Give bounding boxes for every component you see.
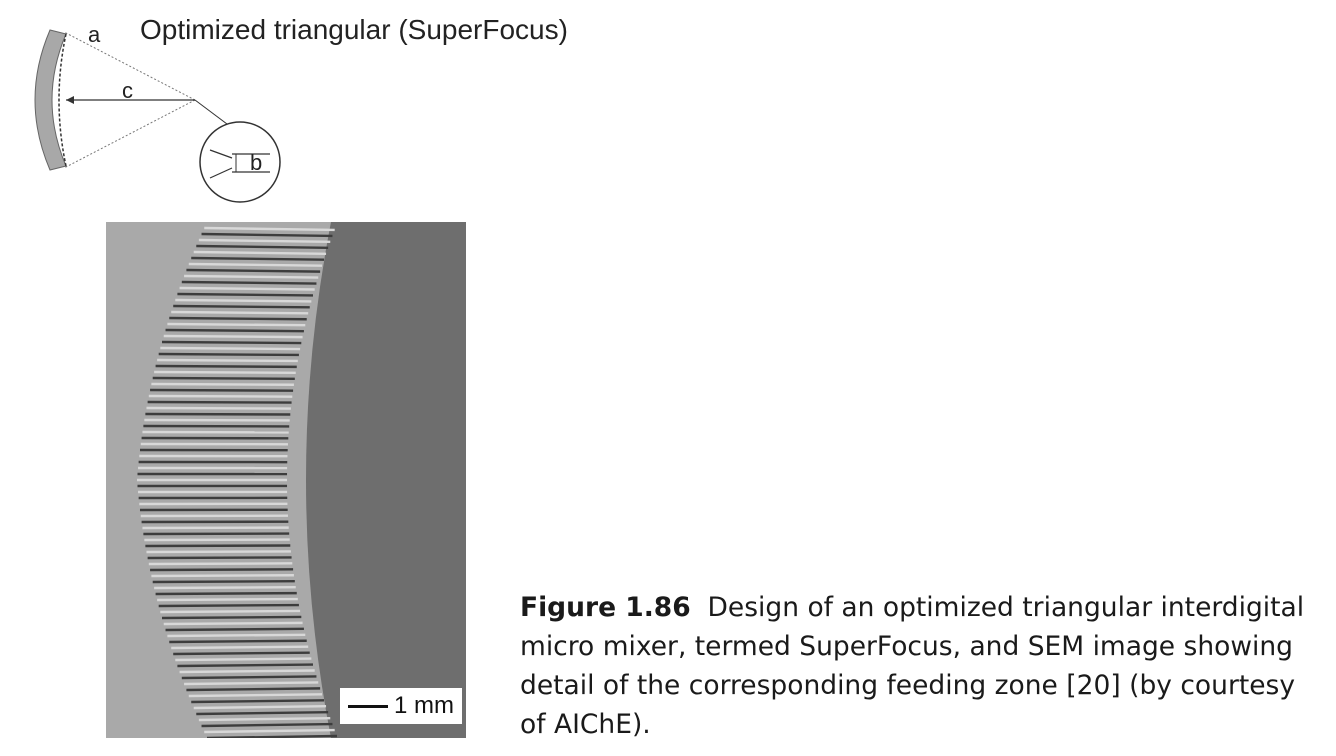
figure-label: Figure 1.86	[520, 592, 691, 623]
detail-line-1	[209, 149, 233, 159]
scale-bar: 1 mm	[340, 688, 462, 724]
fan-edge-top	[63, 31, 196, 101]
label-a: a	[88, 22, 101, 47]
caption-text: Design of an optimized triangular interd…	[520, 592, 1305, 740]
sem-image: 1 mm	[106, 222, 466, 740]
schematic-svg	[34, 29, 281, 203]
channel-band	[34, 29, 67, 171]
label-b: b	[250, 150, 263, 175]
label-c: c	[122, 78, 133, 103]
detail-line-2	[209, 167, 233, 179]
scale-bar-line	[348, 704, 388, 708]
schematic-diagram	[0, 0, 320, 210]
focus-arc	[58, 33, 67, 167]
c-arrowhead	[66, 96, 74, 104]
diagram-title: Optimized triangular (SuperFocus)	[140, 14, 568, 45]
fan-edge-bottom	[63, 99, 196, 169]
detail-circle	[199, 121, 281, 203]
scale-bar-label: 1 mm	[394, 692, 454, 719]
sem-channel-fingers	[137, 226, 338, 740]
figure-caption: Figure 1.86 Design of an optimized trian…	[520, 588, 1320, 744]
sem-outlet-region	[306, 222, 466, 738]
sem-image-svg	[106, 222, 466, 740]
